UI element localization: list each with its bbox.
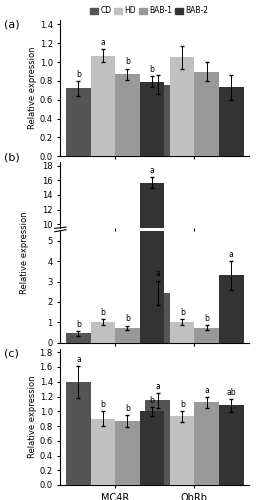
Text: a: a: [100, 38, 105, 46]
Bar: [145, 279, 170, 297]
Text: b: b: [125, 404, 130, 413]
Bar: [66, 334, 91, 342]
Bar: [66, 382, 91, 485]
Text: b: b: [125, 58, 130, 66]
Text: b: b: [180, 308, 185, 316]
Text: Relative expression: Relative expression: [20, 211, 29, 294]
Text: (b): (b): [4, 152, 20, 162]
Bar: [219, 276, 244, 342]
Bar: [195, 292, 219, 297]
Text: a: a: [204, 386, 209, 394]
Bar: [140, 411, 164, 485]
Text: b: b: [150, 396, 154, 405]
Text: b: b: [100, 308, 105, 316]
Y-axis label: Relative expression: Relative expression: [28, 46, 37, 129]
Bar: [219, 273, 244, 297]
Text: (a): (a): [4, 20, 19, 30]
Text: a: a: [155, 269, 160, 278]
Bar: [195, 402, 219, 485]
Text: a: a: [76, 354, 81, 364]
Bar: [140, 182, 164, 297]
Text: a: a: [150, 166, 154, 174]
Bar: [91, 418, 115, 485]
Legend: CD, HD, BAB-1, BAB-2: CD, HD, BAB-1, BAB-2: [90, 6, 208, 16]
Bar: [170, 416, 195, 485]
Bar: [115, 74, 140, 156]
Text: a: a: [229, 250, 234, 259]
Text: b: b: [125, 314, 130, 324]
Bar: [145, 84, 170, 156]
Bar: [219, 406, 244, 485]
Text: ab: ab: [226, 388, 236, 397]
Bar: [170, 58, 195, 156]
Bar: [195, 328, 219, 342]
Bar: [115, 292, 140, 297]
Text: b: b: [150, 65, 154, 74]
Bar: [91, 56, 115, 156]
Text: b: b: [76, 320, 81, 328]
Bar: [140, 24, 164, 342]
Bar: [91, 290, 115, 297]
Text: b: b: [100, 400, 105, 409]
Bar: [140, 82, 164, 156]
Bar: [170, 290, 195, 297]
Bar: [115, 421, 140, 485]
Bar: [115, 328, 140, 342]
Bar: [170, 322, 195, 342]
Bar: [66, 294, 91, 297]
Bar: [195, 72, 219, 156]
Y-axis label: Relative expression: Relative expression: [28, 376, 37, 458]
Text: b: b: [76, 70, 81, 78]
Bar: [91, 322, 115, 342]
Text: a: a: [155, 382, 160, 391]
Bar: [145, 400, 170, 485]
Text: (c): (c): [4, 348, 19, 358]
Bar: [66, 88, 91, 156]
Text: b: b: [180, 400, 185, 409]
Bar: [219, 88, 244, 156]
Bar: [145, 292, 170, 343]
Text: b: b: [204, 314, 209, 323]
